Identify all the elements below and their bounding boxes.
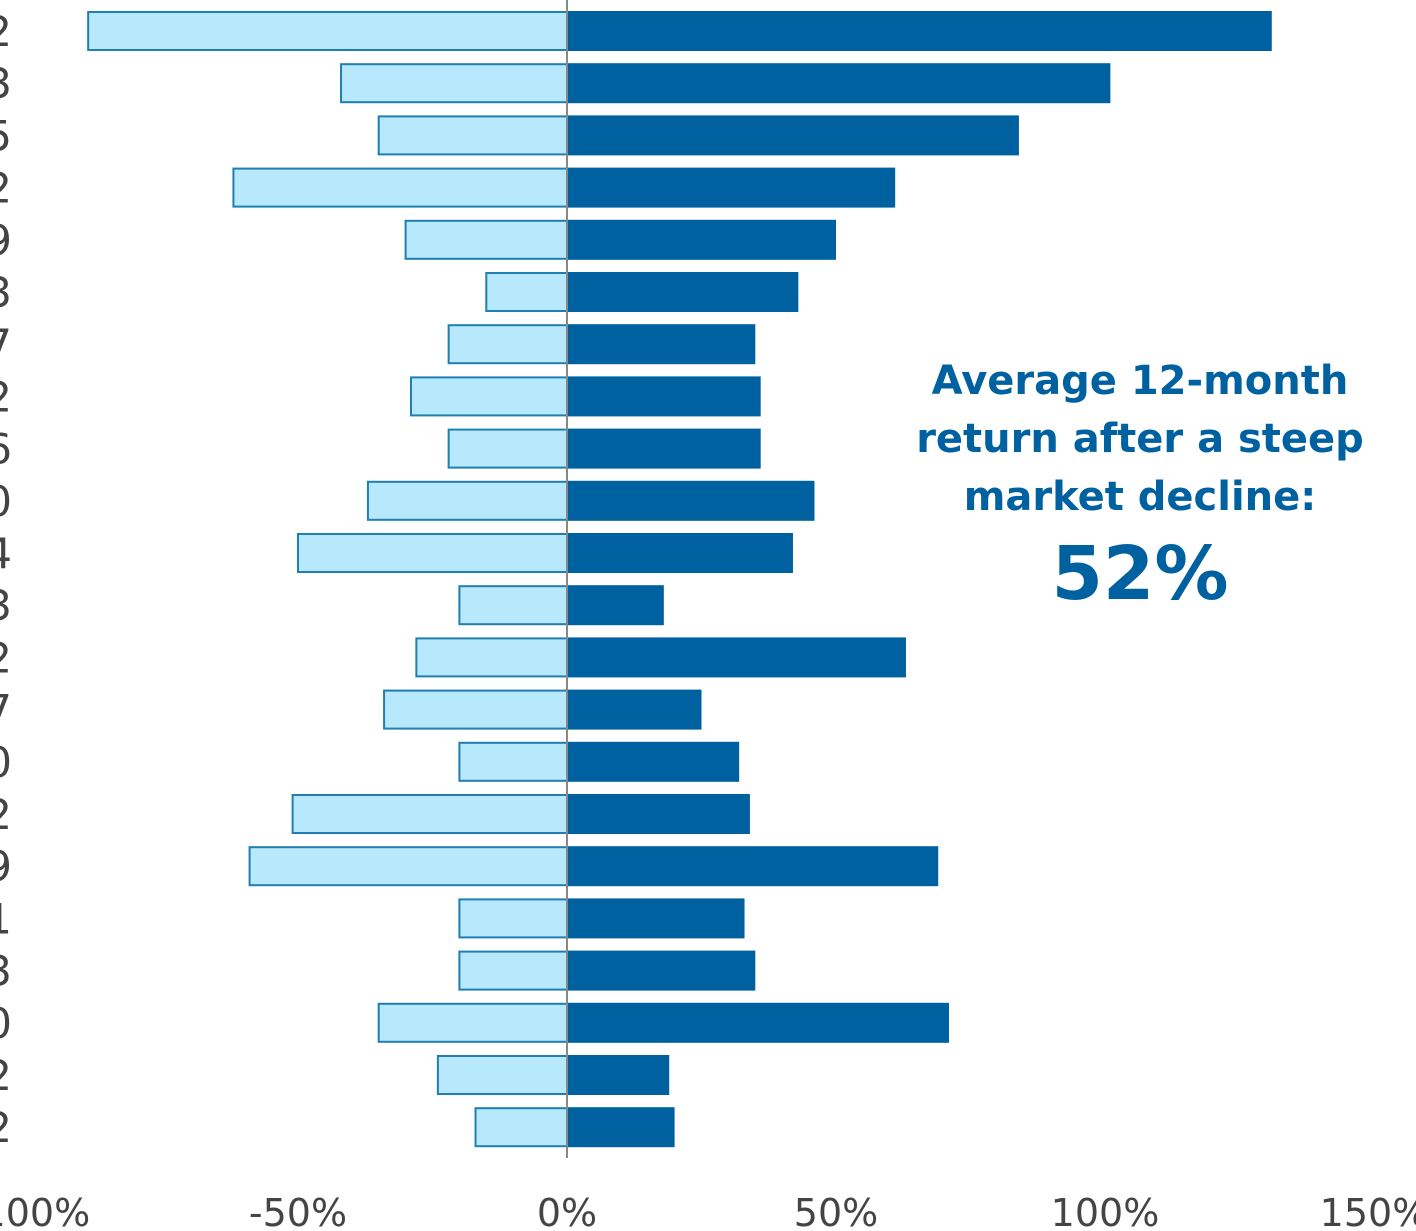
callout-value: 52% (1051, 531, 1229, 617)
decline-bar (415, 637, 568, 678)
decline-bar (291, 794, 568, 834)
return-bar (567, 794, 750, 834)
decline-bar (458, 741, 568, 782)
decline-bar (383, 689, 568, 730)
category-label: 2 (0, 633, 12, 682)
category-label: 2 (0, 164, 12, 213)
return-bar (567, 324, 756, 365)
decline-bar (436, 1055, 568, 1095)
category-label: 6 (0, 425, 12, 474)
decline-bar (248, 846, 569, 887)
decline-bar (366, 480, 568, 521)
category-label: 7 (0, 686, 12, 735)
x-tick-label: -50% (249, 1191, 347, 1231)
x-tick-label: 50% (794, 1191, 878, 1231)
return-bar (567, 63, 1111, 104)
return-bar (567, 898, 745, 939)
decline-bar (377, 115, 569, 156)
category-label: 7 (0, 320, 12, 369)
return-bar (567, 585, 664, 626)
average-return-callout: Average 12-month return after a steep ma… (900, 352, 1380, 614)
callout-text: Average 12-month return after a steep ma… (916, 358, 1364, 520)
return-bar (567, 219, 836, 260)
decline-bar (458, 898, 568, 939)
return-bar (567, 1107, 675, 1148)
category-label: 2 (0, 790, 12, 839)
decline-bar (297, 533, 568, 573)
x-tick-label: 100% (1051, 1191, 1160, 1231)
category-label: 4 (0, 529, 12, 578)
category-label: 0 (0, 738, 12, 787)
category-label: 3 (0, 268, 12, 317)
category-label: 0 (0, 999, 12, 1048)
category-label: 5 (0, 111, 12, 160)
category-label: 0 (0, 477, 12, 526)
decline-bar (485, 272, 568, 312)
decline-bar (404, 219, 568, 260)
return-bar (567, 846, 939, 887)
category-label: 1 (0, 894, 12, 943)
category-label: 2 (0, 1103, 12, 1152)
return-bar (567, 115, 1019, 156)
category-label: 3 (0, 947, 12, 996)
category-label: 3 (0, 59, 12, 108)
return-bar (567, 272, 799, 312)
return-bar (567, 950, 756, 991)
category-label: 9 (0, 842, 12, 891)
decline-bar (232, 167, 568, 208)
return-bar (567, 637, 906, 678)
return-bar (567, 480, 815, 521)
decline-bar (87, 11, 569, 51)
decline-bar (447, 428, 569, 469)
return-bar (567, 1002, 949, 1043)
decline-bar (409, 376, 569, 417)
category-label: 2 (0, 1051, 12, 1100)
return-bar (567, 533, 793, 573)
decline-bar (377, 1002, 569, 1043)
decline-bar (474, 1107, 569, 1148)
decline-bar (458, 585, 568, 626)
decline-bar (447, 324, 569, 365)
return-bar (567, 428, 761, 469)
category-label: 9 (0, 216, 12, 265)
return-bar (567, 689, 702, 730)
return-bar (567, 11, 1272, 51)
category-label: 3 (0, 581, 12, 630)
x-tick-label: 0% (537, 1191, 597, 1231)
return-bar (567, 741, 740, 782)
x-tick-label: 150% (1320, 1191, 1416, 1231)
category-label: 2 (0, 372, 12, 421)
return-bar (567, 1055, 670, 1095)
category-label: 2 (0, 7, 12, 56)
decline-bar (458, 950, 568, 991)
decline-bar (340, 63, 569, 104)
return-bar (567, 167, 896, 208)
return-bar (567, 376, 761, 417)
x-tick-label: -100% (0, 1191, 90, 1231)
